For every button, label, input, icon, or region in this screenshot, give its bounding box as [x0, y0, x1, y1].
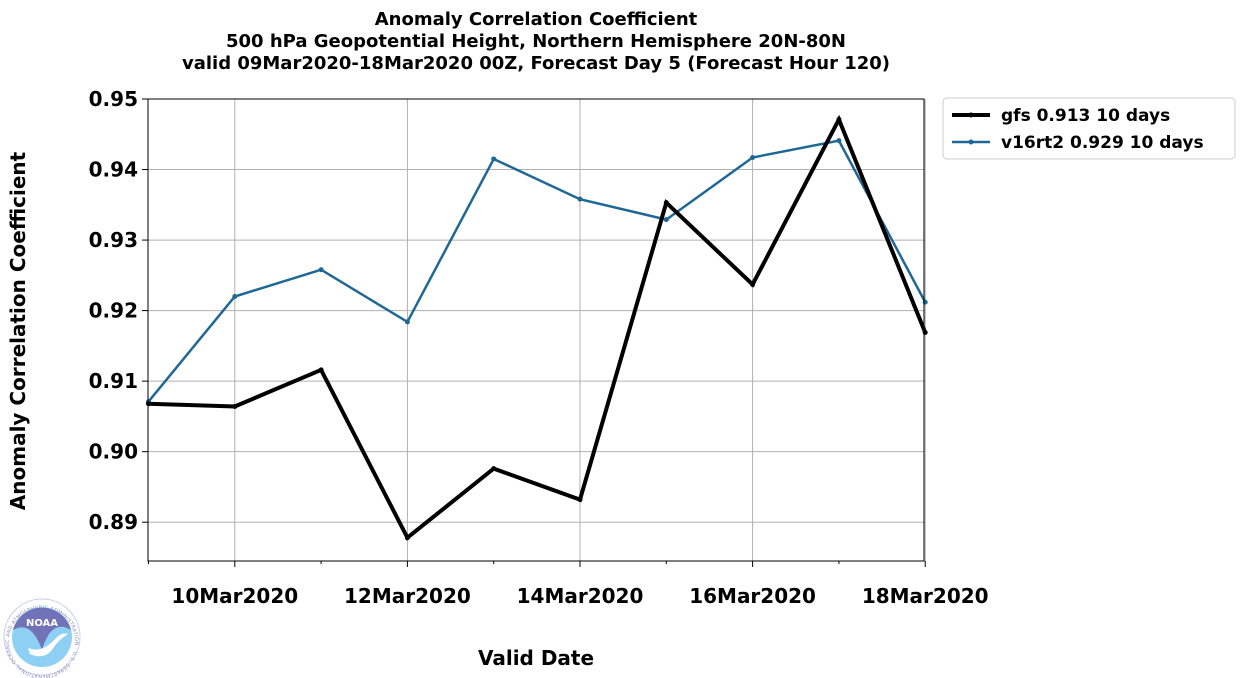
series-v16rt2	[146, 138, 928, 405]
y-tick-label: 0.94	[89, 158, 138, 182]
y-tick-label: 0.93	[89, 228, 138, 252]
data-point-v16rt2	[836, 138, 842, 144]
y-tick-label: 0.92	[89, 299, 138, 323]
series-line-gfs	[148, 114, 928, 541]
logo-bird-shape	[28, 633, 68, 657]
legend-box	[942, 97, 1236, 160]
legend: gfs 0.913 10 days v16rt2 0.929 10 days	[942, 97, 1236, 160]
x-tick-label: 12Mar2020	[344, 584, 471, 608]
x-tick-label: 14Mar2020	[517, 584, 644, 608]
logo-noaa-text: NOAA	[26, 618, 58, 629]
y-tick-label: 0.95	[89, 87, 138, 111]
data-point-gfs	[663, 200, 669, 206]
data-point-gfs	[491, 466, 497, 472]
logo-top-shape	[13, 607, 71, 650]
data-point-v16rt2	[663, 217, 669, 223]
legend-marker-v16rt2	[968, 139, 974, 145]
data-point-v16rt2	[922, 299, 928, 305]
grid	[148, 98, 926, 561]
chart-title-line-2: 500 hPa Geopotential Height, Northern He…	[226, 31, 846, 52]
data-point-gfs	[404, 535, 410, 541]
data-point-gfs	[922, 329, 928, 335]
data-point-gfs	[232, 404, 238, 410]
legend-label-v16rt2: v16rt2 0.929 10 days	[1001, 133, 1204, 153]
data-point-gfs	[750, 282, 756, 288]
chart-title-line-1: Anomaly Correlation Coefficient	[375, 9, 698, 30]
data-point-gfs	[318, 367, 324, 373]
data-point-gfs	[836, 116, 842, 122]
data-point-v16rt2	[577, 196, 583, 202]
y-tick-label: 0.91	[89, 369, 138, 393]
series-lines	[146, 114, 928, 541]
legend-marker-gfs	[968, 112, 974, 118]
series-line-v16rt2	[147, 139, 927, 403]
x-tick-label: 16Mar2020	[689, 584, 816, 608]
data-point-v16rt2	[491, 156, 497, 162]
y-tick-label: 0.90	[89, 440, 138, 464]
chart-title-line-3: valid 09Mar2020-18Mar2020 00Z, Forecast …	[182, 53, 890, 74]
data-point-gfs	[577, 497, 583, 503]
y-tick-label: 0.89	[89, 510, 138, 534]
legend-label-gfs: gfs 0.913 10 days	[1001, 106, 1170, 126]
plot-frame	[147, 98, 925, 562]
data-point-v16rt2	[232, 293, 238, 299]
legend-entry-gfs: gfs 0.913 10 days	[952, 106, 1170, 126]
legend-entry-v16rt2: v16rt2 0.929 10 days	[952, 133, 1204, 153]
x-axis-ticks: 10Mar2020 12Mar2020 14Mar2020 16Mar2020 18Ma…	[148, 561, 989, 608]
data-point-v16rt2	[750, 155, 756, 161]
x-tick-label: 10Mar2020	[171, 584, 298, 608]
data-point-v16rt2	[318, 267, 324, 273]
data-point-v16rt2	[404, 319, 410, 325]
x-axis-label: Valid Date	[478, 646, 594, 670]
y-axis-label: Anomaly Correlation Coefficient	[6, 151, 30, 510]
y-axis-ticks: 0.89 0.90 0.91 0.92 0.93 0.94 0.95	[89, 87, 148, 534]
x-tick-label: 18Mar2020	[862, 584, 989, 608]
